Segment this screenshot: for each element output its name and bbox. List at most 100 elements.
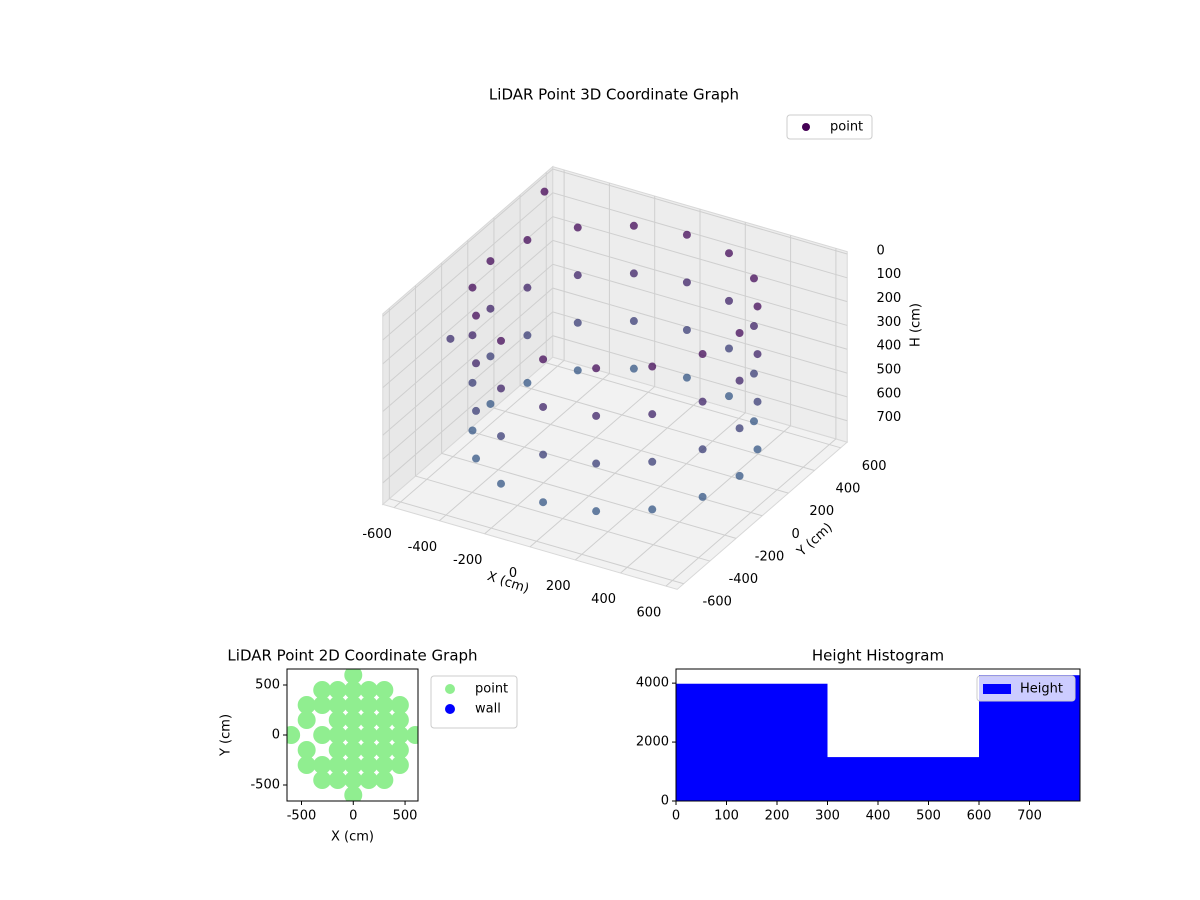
x-tick-label: 500 [393, 809, 418, 824]
point [375, 681, 394, 699]
z-tick-label: 700 [876, 410, 901, 425]
point [573, 366, 582, 375]
z-tick-label: 600 [876, 386, 901, 401]
legend-label: wall [475, 702, 501, 717]
point [629, 364, 638, 373]
y-tick-label: 4000 [636, 676, 669, 691]
point [629, 221, 638, 230]
point [682, 326, 691, 335]
y-tick-label: -500 [250, 778, 280, 793]
grid-line [665, 248, 837, 587]
point [328, 771, 347, 789]
point [735, 328, 744, 337]
point [328, 696, 347, 714]
point [344, 756, 363, 774]
point [749, 322, 758, 331]
x-tick-label: 600 [636, 605, 661, 620]
x-tick-label: 400 [866, 809, 891, 824]
axes-frame [286, 668, 419, 802]
point [359, 726, 378, 744]
point [735, 424, 744, 433]
grid-line [382, 239, 848, 389]
point [682, 373, 691, 382]
point [390, 756, 409, 774]
point [313, 696, 332, 714]
point [523, 331, 532, 340]
legend-label: Height [1020, 682, 1063, 697]
point [698, 445, 707, 454]
grid-line [382, 216, 848, 365]
point [497, 479, 506, 488]
point [359, 756, 378, 774]
x-tick-label: 0 [509, 566, 517, 581]
z-tick-label: 100 [876, 267, 901, 282]
point [344, 726, 363, 744]
point [497, 384, 506, 393]
point [573, 223, 582, 232]
point [472, 359, 481, 368]
axes-frame [675, 668, 1081, 802]
point [359, 696, 378, 714]
point [313, 756, 332, 774]
point [749, 417, 758, 426]
point [724, 249, 733, 258]
point [648, 362, 657, 371]
point [344, 696, 363, 714]
x-axis-label: X (cm) [331, 830, 374, 845]
point [648, 505, 657, 514]
point [573, 318, 582, 327]
point [328, 711, 347, 729]
point [682, 230, 691, 239]
grid-line [519, 194, 815, 471]
point [472, 311, 481, 320]
y-tick-label: 2000 [636, 735, 669, 750]
y-tick-label: 200 [809, 504, 834, 519]
x-tick-label: 700 [1017, 809, 1042, 824]
point [486, 399, 495, 408]
z-axis-label: H (cm) [909, 303, 924, 347]
grid-line [382, 168, 848, 317]
point [735, 376, 744, 385]
x-tick-label: 0 [672, 809, 680, 824]
point [344, 771, 363, 789]
x-tick-label: 600 [967, 809, 992, 824]
legend-label: point [475, 682, 508, 697]
point [724, 392, 733, 401]
y-tick-label: 0 [272, 728, 280, 743]
point [724, 344, 733, 353]
legend-marker [445, 684, 455, 694]
point [523, 283, 532, 292]
point [390, 711, 409, 729]
point [592, 459, 601, 468]
point [497, 336, 506, 345]
legend-label: point [830, 120, 863, 135]
point [468, 331, 477, 340]
point [648, 457, 657, 466]
point [523, 378, 532, 387]
x-tick-label: 300 [815, 809, 840, 824]
x-tick-label: 0 [349, 809, 357, 824]
point [313, 726, 332, 744]
point [523, 236, 532, 245]
z-tick-label: 0 [876, 243, 884, 258]
grid-line [382, 287, 848, 436]
point [629, 317, 638, 326]
point [753, 397, 762, 406]
point [753, 445, 762, 454]
z-tick-label: 200 [876, 291, 901, 306]
point [344, 786, 363, 801]
point [313, 681, 332, 699]
x-tick-label: -200 [453, 553, 483, 568]
point [297, 741, 316, 759]
point [297, 696, 316, 714]
point [497, 432, 506, 441]
y-tick-label: 400 [836, 481, 861, 496]
point [287, 726, 301, 744]
z-tick-label: 300 [876, 315, 901, 330]
point [682, 278, 691, 287]
point [648, 410, 657, 419]
point [486, 304, 495, 313]
point [359, 771, 378, 789]
x-tick-label: -600 [362, 527, 392, 542]
point [698, 397, 707, 406]
